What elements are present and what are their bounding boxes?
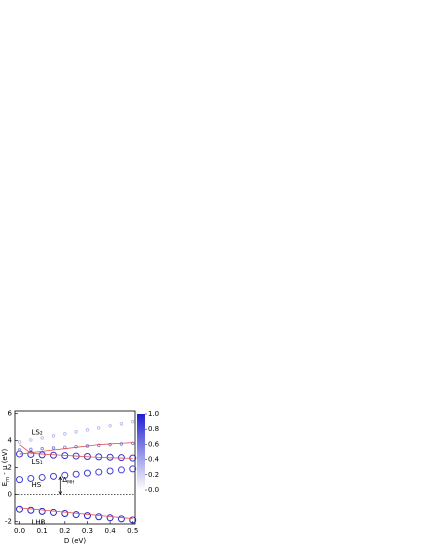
point <box>95 513 103 521</box>
colorbar-tick-label: 0.8 <box>148 425 159 433</box>
point <box>117 515 125 523</box>
x-tick-label: 0.0 <box>14 527 25 535</box>
point <box>49 451 57 459</box>
point <box>72 470 80 478</box>
point <box>29 447 33 452</box>
x-tick-label: 0.2 <box>59 527 70 535</box>
y-axis-label-part: E <box>1 482 9 486</box>
point <box>97 426 101 430</box>
colorbar-tick-label: 1.0 <box>148 410 159 418</box>
y-axis-label: Em - μ (eV) <box>1 448 11 486</box>
band-label: HS <box>32 481 42 489</box>
point <box>131 420 135 424</box>
colorbar-tick-label: 0.4 <box>148 456 160 464</box>
point <box>40 436 44 440</box>
point <box>27 506 35 514</box>
point <box>29 438 33 442</box>
point <box>17 440 22 444</box>
y-axis-label-part: m <box>5 477 11 482</box>
point <box>72 511 80 519</box>
y-axis-label-part: - μ (eV) <box>1 448 9 476</box>
x-tick-label: 0.5 <box>127 527 138 535</box>
point <box>108 424 112 428</box>
point <box>61 510 69 518</box>
point <box>119 422 124 426</box>
point <box>117 466 125 474</box>
point <box>106 453 114 461</box>
band-label: LHB <box>32 519 46 527</box>
point <box>108 442 112 447</box>
x-axis-label: D (eV) <box>64 537 86 545</box>
point <box>27 450 35 458</box>
point <box>106 514 114 522</box>
point <box>74 444 78 449</box>
point <box>27 475 35 483</box>
y-tick-label: 2 <box>8 464 12 472</box>
point <box>16 476 24 484</box>
point <box>17 448 22 452</box>
y-tick-label: 6 <box>8 410 13 418</box>
colorbar-tick-label: 0.2 <box>148 471 159 479</box>
point <box>97 443 101 448</box>
curve <box>19 507 133 520</box>
x-tick-label: 0.1 <box>37 527 48 535</box>
x-tick-label: 0.4 <box>105 527 117 535</box>
point <box>16 505 24 513</box>
point <box>51 434 56 438</box>
y-tick-label: 0 <box>8 490 12 498</box>
colorbar-tick-label: 0.6 <box>148 440 160 448</box>
gap-label-sub: MH <box>67 479 74 485</box>
curve <box>19 444 133 459</box>
x-tick-label: 0.3 <box>82 527 93 535</box>
point <box>49 472 57 480</box>
curve <box>19 442 133 455</box>
point <box>83 469 91 477</box>
point <box>74 430 78 434</box>
colorbar-tick-label: 0.0 <box>148 486 159 494</box>
point <box>38 451 46 459</box>
point <box>129 465 137 473</box>
band-label: LS₂ <box>32 429 43 437</box>
point <box>63 432 67 436</box>
point <box>85 428 90 432</box>
point <box>129 516 137 524</box>
point <box>95 468 103 476</box>
point <box>83 512 91 520</box>
point <box>119 442 124 446</box>
point <box>131 441 135 445</box>
colorbar <box>137 414 145 490</box>
y-tick-label: -2 <box>5 517 12 525</box>
point <box>61 471 69 479</box>
point <box>51 446 56 450</box>
gap-label: ΔMH <box>62 476 74 485</box>
point <box>40 446 44 451</box>
arrow-head <box>58 476 63 496</box>
point <box>49 508 57 516</box>
point <box>106 467 114 475</box>
y-tick-label: 4 <box>8 437 13 445</box>
gap-label-main: Δ <box>62 476 67 484</box>
band-label: LS₁ <box>32 458 43 466</box>
point <box>95 453 103 461</box>
point <box>38 507 46 515</box>
point <box>38 473 46 481</box>
